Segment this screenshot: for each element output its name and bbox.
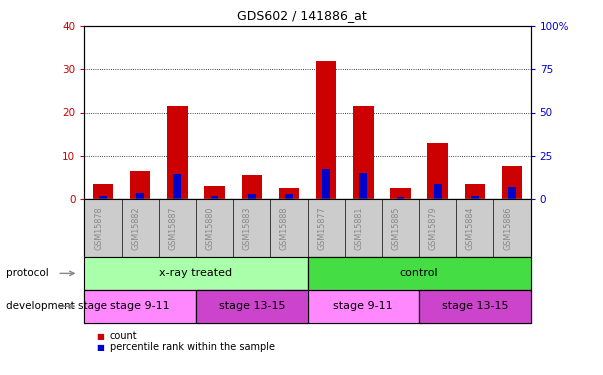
Text: stage 9-11: stage 9-11 xyxy=(333,302,393,311)
Bar xyxy=(359,173,367,199)
Text: GSM15887: GSM15887 xyxy=(168,206,177,250)
Bar xyxy=(390,188,411,199)
Text: ■: ■ xyxy=(96,332,104,340)
Bar xyxy=(508,187,516,199)
Bar xyxy=(465,184,485,199)
Text: count: count xyxy=(110,331,137,341)
Bar xyxy=(93,184,113,199)
Bar xyxy=(434,184,441,199)
Bar xyxy=(99,196,107,199)
Bar xyxy=(502,166,522,199)
Bar xyxy=(130,171,150,199)
Text: GSM15883: GSM15883 xyxy=(243,206,252,249)
Bar xyxy=(167,106,188,199)
Bar xyxy=(242,175,262,199)
Bar xyxy=(471,196,479,199)
Text: ■: ■ xyxy=(96,343,104,352)
Text: GSM15880: GSM15880 xyxy=(206,206,215,249)
Text: GSM15885: GSM15885 xyxy=(391,206,400,250)
Bar xyxy=(285,194,293,199)
Bar xyxy=(174,174,182,199)
Bar xyxy=(428,143,448,199)
Text: GSM15884: GSM15884 xyxy=(466,206,475,249)
Text: protocol: protocol xyxy=(6,268,49,278)
Text: percentile rank within the sample: percentile rank within the sample xyxy=(110,342,275,352)
Text: development stage: development stage xyxy=(6,302,107,311)
Text: stage 13-15: stage 13-15 xyxy=(218,302,285,311)
Text: GSM15879: GSM15879 xyxy=(429,206,438,250)
Bar xyxy=(353,106,373,199)
Text: GSM15888: GSM15888 xyxy=(280,206,289,249)
Bar xyxy=(316,61,336,199)
Text: GSM15877: GSM15877 xyxy=(317,206,326,250)
Bar xyxy=(204,186,225,199)
Text: GSM15878: GSM15878 xyxy=(94,206,103,250)
Text: stage 13-15: stage 13-15 xyxy=(441,302,508,311)
Bar xyxy=(322,170,330,199)
Text: GDS602 / 141886_at: GDS602 / 141886_at xyxy=(236,9,367,22)
Bar xyxy=(210,196,218,199)
Bar xyxy=(248,194,256,199)
Text: GSM15882: GSM15882 xyxy=(131,206,140,250)
Bar xyxy=(397,197,405,199)
Text: GSM15881: GSM15881 xyxy=(355,206,363,249)
Text: GSM15886: GSM15886 xyxy=(503,206,512,249)
Text: x-ray treated: x-ray treated xyxy=(159,268,233,278)
Bar xyxy=(136,193,144,199)
Text: control: control xyxy=(400,268,438,278)
Text: stage 9-11: stage 9-11 xyxy=(110,302,170,311)
Bar xyxy=(279,188,299,199)
